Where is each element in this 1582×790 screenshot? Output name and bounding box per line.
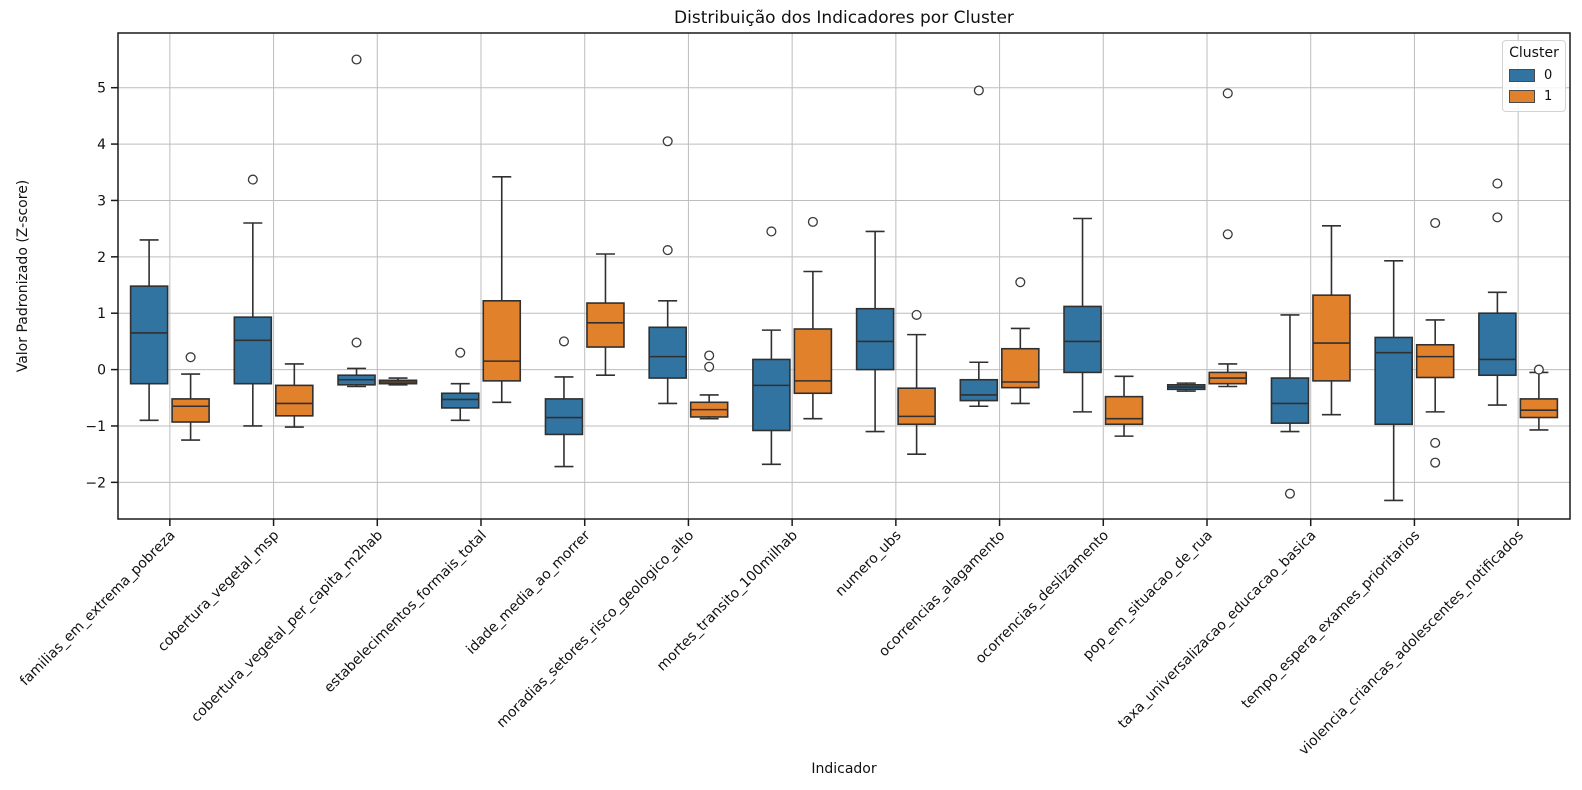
box-cluster-1-ocorrencias_deslizamento [1104, 395, 1144, 426]
outlier-point [247, 174, 258, 185]
y-tick-label: 5 [97, 81, 106, 97]
outlier-point [351, 54, 362, 65]
box-cluster-1-estabelecimentos_formais_total [482, 300, 522, 382]
x-tick-label: estabelecimentos_formais_total [321, 528, 490, 697]
x-tick-label: cobertura_vegetal_msp [155, 527, 283, 655]
box-cluster-0-idade_media_ao_morrer [544, 398, 584, 436]
box-cluster-0-estabelecimentos_formais_total [440, 392, 480, 409]
box-cluster-0-taxa_universalizacao_educacao_basica [1270, 377, 1310, 424]
box-cluster-0-familias_em_extrema_pobreza [129, 285, 169, 385]
box-cluster-1-cobertura_vegetal_msp [275, 384, 314, 417]
box-cluster-0-cobertura_vegetal_msp [233, 316, 273, 385]
legend-item-cluster-0: 0 [1509, 68, 1559, 83]
legend-swatch-cluster-0 [1509, 69, 1535, 82]
outlier-point [351, 337, 362, 348]
box-cluster-1-ocorrencias_alagamento [1001, 347, 1040, 389]
outlier-point [1222, 229, 1233, 240]
outlier-point [973, 85, 984, 96]
box-cluster-0-mortes_transito_100milhab [752, 358, 791, 432]
x-tick-label: taxa_universalizacao_educacao_basica [1115, 528, 1319, 732]
outlier-point [704, 361, 715, 372]
outlier-point [1492, 212, 1503, 223]
box-cluster-1-idade_media_ao_morrer [586, 302, 625, 348]
y-tick-label: −1 [85, 419, 106, 435]
outlier-point [185, 352, 196, 363]
x-tick-label: numero_ubs [833, 528, 905, 600]
chart-title: Distribuição dos Indicadores por Cluster [674, 8, 1014, 28]
box-cluster-1-numero_ubs [897, 387, 936, 426]
x-tick-label: familias_em_extrema_pobreza [17, 528, 179, 690]
outlier-point [455, 347, 466, 358]
box-cluster-0-ocorrencias_deslizamento [1063, 305, 1102, 374]
y-tick-label: 1 [97, 306, 106, 322]
y-tick-label: 4 [97, 137, 106, 153]
legend-swatch-cluster-1 [1509, 90, 1535, 103]
box-cluster-1-mortes_transito_100milhab [793, 328, 833, 395]
outlier-point [911, 309, 922, 320]
x-tick-label: moradias_setores_risco_geologico_alto [494, 528, 698, 732]
outlier-point [704, 350, 715, 361]
outlier-point [558, 336, 570, 347]
y-tick-label: 0 [97, 363, 106, 379]
box-cluster-1-tempo_espera_exames_prioritarios [1415, 343, 1455, 379]
outlier-point [1222, 88, 1233, 99]
outlier-point [1015, 277, 1026, 288]
x-axis-label: Indicador [811, 761, 877, 777]
y-tick-label: −2 [85, 475, 106, 491]
box-cluster-0-ocorrencias_alagamento [959, 378, 999, 402]
outlier-point [766, 226, 777, 237]
legend-title: Cluster [1509, 45, 1559, 61]
box-cluster-1-taxa_universalizacao_educacao_basica [1312, 294, 1351, 382]
legend-item-label-cluster-0: 0 [1544, 68, 1553, 83]
outlier-point [1430, 437, 1441, 448]
outlier-point [1284, 488, 1296, 499]
box-cluster-1-violencia_criancas_adolescentes_notificados [1519, 398, 1559, 419]
outlier-point [1430, 457, 1441, 468]
x-tick-label: violencia_criancas_adolescentes_notifica… [1296, 528, 1527, 759]
outlier-point [1430, 217, 1441, 229]
outlier-point [807, 216, 818, 227]
outlier-point [662, 136, 673, 147]
box-cluster-0-tempo_espera_exames_prioritarios [1374, 336, 1413, 426]
legend: Cluster 0 1 [1502, 40, 1566, 112]
x-tick-label: cobertura_vegetal_per_capita_m2hab [188, 527, 386, 725]
box-cluster-1-familias_em_extrema_pobreza [171, 398, 210, 423]
y-tick-label: 3 [97, 193, 106, 209]
outlier-point [1533, 364, 1544, 375]
box-cluster-0-numero_ubs [855, 307, 895, 371]
y-tick-label: 2 [97, 250, 106, 266]
legend-item-cluster-1: 1 [1509, 89, 1559, 104]
legend-item-label-cluster-1: 1 [1544, 89, 1553, 104]
box-cluster-0-moradias_setores_risco_geologico_alto [648, 326, 687, 379]
outlier-point [662, 245, 673, 256]
box-cluster-0-violencia_criancas_adolescentes_notificados [1478, 312, 1517, 377]
y-axis-label: Valor Padronizado (Z-score) [15, 180, 31, 373]
x-tick-label: tempo_espera_exames_prioritarios [1239, 528, 1424, 713]
axes-frame [117, 32, 1571, 520]
outlier-point [1492, 178, 1503, 189]
